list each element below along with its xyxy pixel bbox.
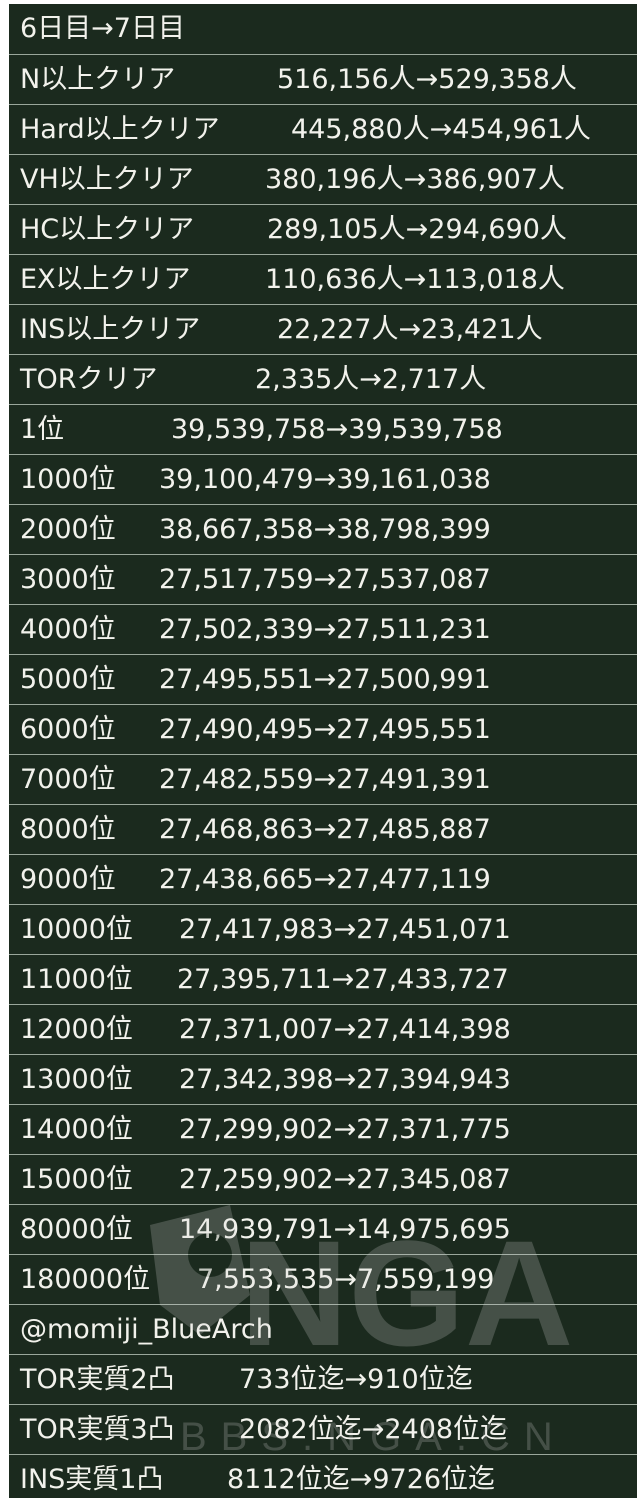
row-value: 445,880人→454,961人 — [291, 114, 591, 145]
row-label: 15000位 — [20, 1164, 133, 1195]
row-label: TOR実質3凸 — [20, 1414, 175, 1445]
list-item: 6000位 27,490,495→27,495,551 — [9, 704, 637, 755]
row-label: VH以上クリア — [20, 164, 194, 195]
row-label: 6日目→7日目 — [20, 13, 185, 44]
list-item: TOR実質3凸 2082位迄→2408位迄 — [9, 1404, 637, 1455]
row-value: 27,468,863→27,485,887 — [159, 814, 491, 845]
list-item: 15000位 27,259,902→27,345,087 — [9, 1154, 637, 1205]
list-item: TOR実質2凸 733位迄→910位迄 — [9, 1354, 637, 1405]
list-item: 9000位 27,438,665→27,477,119 — [9, 854, 637, 905]
list-item: 80000位 14,939,791→14,975,695 — [9, 1204, 637, 1255]
list-item: 6日目→7日目 — [9, 4, 637, 54]
row-label: 10000位 — [20, 914, 133, 945]
list-item: 12000位 27,371,007→27,414,398 — [9, 1004, 637, 1055]
row-label: 180000位 — [20, 1264, 151, 1295]
row-label: 80000位 — [20, 1214, 133, 1245]
row-value: 7,553,535→7,559,199 — [197, 1264, 495, 1295]
list-item: 7000位 27,482,559→27,491,391 — [9, 754, 637, 805]
list-item: 4000位 27,502,339→27,511,231 — [9, 604, 637, 655]
row-label: 7000位 — [20, 764, 116, 795]
row-label: 1位 — [20, 414, 65, 445]
row-label: 11000位 — [20, 964, 133, 995]
list-item: INS実質1凸 8112位迄→9726位迄 — [9, 1454, 637, 1498]
list-item: @momiji_BlueArch — [9, 1304, 637, 1355]
row-value: 14,939,791→14,975,695 — [179, 1214, 511, 1245]
row-value: 27,259,902→27,345,087 — [179, 1164, 511, 1195]
row-value: 2082位迄→2408位迄 — [239, 1414, 508, 1445]
row-label: Hard以上クリア — [20, 114, 220, 145]
row-label: 14000位 — [20, 1114, 133, 1145]
row-value: 2,335人→2,717人 — [255, 364, 487, 395]
row-value: 27,371,007→27,414,398 — [179, 1014, 511, 1045]
list-item: 1000位 39,100,479→39,161,038 — [9, 454, 637, 505]
row-value: 27,417,983→27,451,071 — [179, 914, 511, 945]
row-label: @momiji_BlueArch — [20, 1314, 273, 1345]
list-item: Hard以上クリア 445,880人→454,961人 — [9, 104, 637, 155]
stats-board: 6日目→7日目 N以上クリア 516,156人→529,358人 Hard以上ク… — [9, 4, 637, 1498]
row-value: 516,156人→529,358人 — [277, 64, 577, 95]
row-value: 733位迄→910位迄 — [239, 1364, 473, 1395]
list-item: VH以上クリア 380,196人→386,907人 — [9, 154, 637, 205]
row-label: EX以上クリア — [20, 264, 191, 295]
row-label: 9000位 — [20, 864, 116, 895]
row-value: 27,342,398→27,394,943 — [179, 1064, 511, 1095]
row-label: 2000位 — [20, 514, 116, 545]
row-label: 3000位 — [20, 564, 116, 595]
row-value: 8112位迄→9726位迄 — [227, 1464, 496, 1495]
row-value: 27,517,759→27,537,087 — [159, 564, 491, 595]
row-label: 1000位 — [20, 464, 116, 495]
list-item: EX以上クリア 110,636人→113,018人 — [9, 254, 637, 305]
list-item: 2000位 38,667,358→38,798,399 — [9, 504, 637, 555]
list-item: 5000位 27,495,551→27,500,991 — [9, 654, 637, 705]
list-item: 11000位 27,395,711→27,433,727 — [9, 954, 637, 1005]
list-item: 8000位 27,468,863→27,485,887 — [9, 804, 637, 855]
list-item: HC以上クリア 289,105人→294,690人 — [9, 204, 637, 255]
row-label: 8000位 — [20, 814, 116, 845]
row-value: 39,539,758→39,539,758 — [171, 414, 503, 445]
row-value: 289,105人→294,690人 — [267, 214, 567, 245]
row-value: 27,490,495→27,495,551 — [159, 714, 491, 745]
row-label: N以上クリア — [20, 64, 176, 95]
list-item: TORクリア 2,335人→2,717人 — [9, 354, 637, 405]
row-value: 27,395,711→27,433,727 — [177, 964, 509, 995]
row-value: 110,636人→113,018人 — [265, 264, 565, 295]
row-label: INS以上クリア — [20, 314, 201, 345]
row-label: 12000位 — [20, 1014, 133, 1045]
row-label: 4000位 — [20, 614, 116, 645]
row-value: 27,299,902→27,371,775 — [179, 1114, 511, 1145]
list-item: 14000位 27,299,902→27,371,775 — [9, 1104, 637, 1155]
row-value: 27,482,559→27,491,391 — [159, 764, 491, 795]
row-label: TOR実質2凸 — [20, 1364, 175, 1395]
list-item: 3000位 27,517,759→27,537,087 — [9, 554, 637, 605]
row-value: 27,502,339→27,511,231 — [159, 614, 491, 645]
list-item: N以上クリア 516,156人→529,358人 — [9, 54, 637, 105]
list-item: 1位 39,539,758→39,539,758 — [9, 404, 637, 455]
row-label: 5000位 — [20, 664, 116, 695]
row-label: HC以上クリア — [20, 214, 195, 245]
row-value: 380,196人→386,907人 — [265, 164, 565, 195]
list-item: INS以上クリア 22,227人→23,421人 — [9, 304, 637, 355]
list-item: 13000位 27,342,398→27,394,943 — [9, 1054, 637, 1105]
row-value: 38,667,358→38,798,399 — [159, 514, 491, 545]
row-label: 6000位 — [20, 714, 116, 745]
row-label: INS実質1凸 — [20, 1464, 164, 1495]
row-value: 27,438,665→27,477,119 — [159, 864, 491, 895]
row-label: 13000位 — [20, 1064, 133, 1095]
row-value: 27,495,551→27,500,991 — [159, 664, 491, 695]
list-item: 180000位 7,553,535→7,559,199 — [9, 1254, 637, 1305]
row-value: 39,100,479→39,161,038 — [159, 464, 491, 495]
row-value: 22,227人→23,421人 — [277, 314, 543, 345]
list-item: 10000位 27,417,983→27,451,071 — [9, 904, 637, 955]
row-label: TORクリア — [20, 364, 158, 395]
